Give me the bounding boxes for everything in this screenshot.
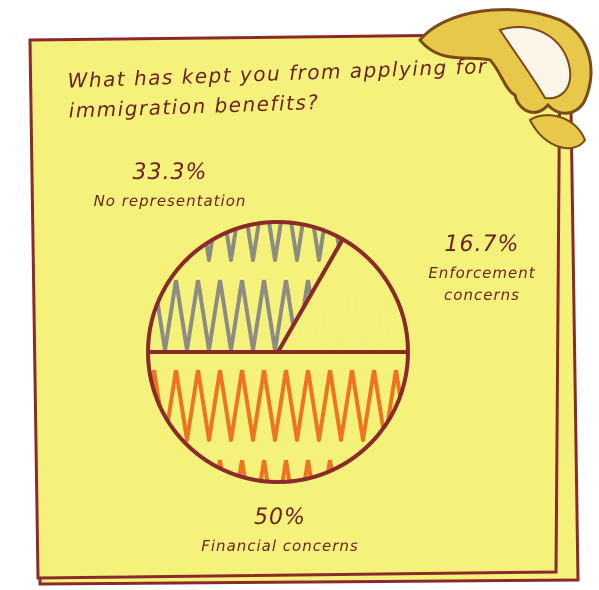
- pie-slice: [146, 220, 345, 354]
- clock-face: [498, 25, 572, 100]
- clock: [418, 8, 593, 150]
- category-label: Enforcement concerns: [428, 264, 536, 304]
- value-label: 33.3%: [132, 160, 208, 185]
- pie-slice: [146, 350, 410, 484]
- value-label: 16.7%: [444, 232, 520, 257]
- pie: [146, 220, 410, 484]
- clock-drip: [528, 114, 587, 150]
- pie-slice: [276, 237, 410, 354]
- category-label: No representation: [93, 192, 247, 210]
- value-label: 50%: [254, 505, 306, 530]
- category-label: Financial concerns: [201, 537, 359, 555]
